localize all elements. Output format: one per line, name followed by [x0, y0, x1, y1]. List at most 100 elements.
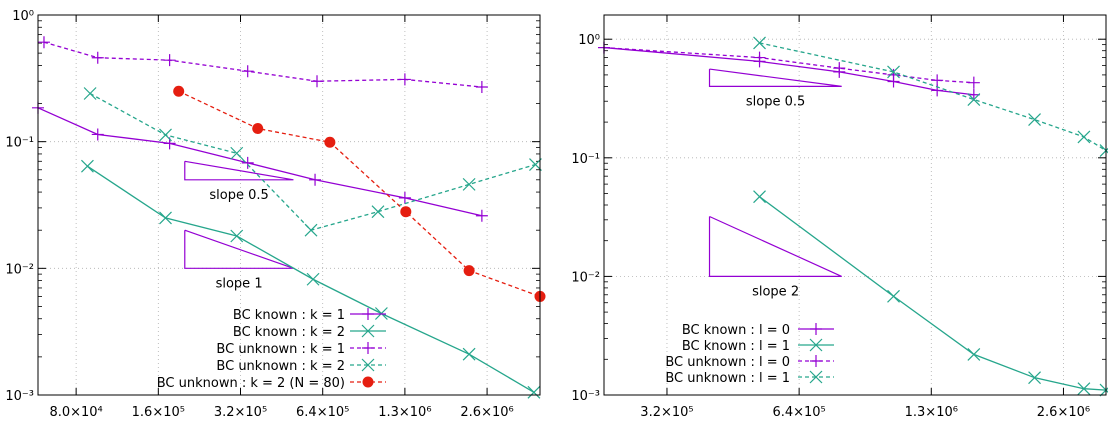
series-2 — [759, 196, 1106, 391]
data-point — [230, 229, 244, 243]
data-point — [833, 62, 846, 75]
legend-label: BC known : k = 1 — [233, 308, 345, 323]
data-point — [967, 93, 981, 106]
data-point — [1099, 144, 1108, 158]
data-point — [887, 65, 900, 79]
series-line — [604, 46, 974, 84]
data-point — [463, 265, 475, 277]
series-1 — [604, 46, 974, 96]
series-line — [759, 42, 1106, 152]
data-point — [887, 68, 900, 81]
legend-label: BC unknown : k = 1 — [216, 342, 345, 357]
data-point — [967, 76, 980, 89]
legend-label: BC known : l = 0 — [682, 323, 790, 338]
data-point — [1028, 371, 1041, 385]
x-tick-label: 1.6×10⁵ — [132, 405, 185, 420]
y-tick-label: 10⁻³ — [571, 389, 600, 404]
data-point — [400, 206, 412, 218]
data-point — [159, 128, 172, 142]
data-point — [810, 355, 822, 367]
slope-label: slope 2 — [752, 284, 799, 299]
data-point — [398, 191, 411, 204]
data-point — [809, 370, 823, 384]
data-point — [1077, 382, 1091, 396]
data-point — [252, 123, 264, 135]
data-point — [398, 73, 411, 86]
legend-label: BC known : l = 1 — [682, 339, 790, 354]
legend-label: BC unknown : l = 0 — [665, 355, 790, 370]
series-line — [759, 196, 1106, 391]
data-point — [173, 85, 185, 97]
y-tick-label: 10⁻² — [5, 262, 34, 277]
data-point — [81, 159, 94, 173]
data-point — [371, 205, 385, 219]
data-point — [362, 376, 374, 388]
data-point — [887, 289, 900, 303]
data-point — [91, 128, 104, 141]
data-point — [475, 81, 488, 94]
data-point — [37, 36, 50, 49]
slope-triangle — [184, 160, 294, 181]
data-point — [163, 54, 176, 67]
slope-triangle — [184, 229, 294, 269]
data-point — [475, 209, 488, 222]
data-point — [361, 324, 375, 338]
data-point — [304, 223, 318, 237]
slope-triangle — [708, 215, 842, 278]
data-point — [462, 347, 476, 361]
x-tick-label: 1.3×10⁶ — [905, 405, 958, 420]
x-tick-label: 8.0×10⁴ — [49, 405, 102, 420]
data-point — [1028, 113, 1041, 127]
series-4 — [759, 42, 1106, 152]
data-point — [159, 211, 172, 225]
plot-frame — [603, 14, 1107, 396]
data-point — [809, 338, 823, 352]
x-tick-label: 2.6×10⁶ — [1037, 405, 1090, 420]
y-tick-label: 10⁻¹ — [5, 136, 34, 151]
y-tick-label: 10⁻³ — [5, 389, 34, 404]
slope-label: slope 1 — [216, 276, 263, 291]
data-point — [83, 87, 97, 100]
series-5 — [178, 90, 540, 298]
data-point — [306, 272, 320, 286]
series-line — [89, 92, 536, 231]
x-tick-label: 2.6×10⁶ — [460, 405, 513, 420]
data-point — [753, 51, 766, 64]
series-line — [43, 41, 482, 88]
plot-frame — [37, 14, 541, 396]
x-tick-label: 6.4×10⁵ — [296, 405, 349, 420]
x-tick-label: 3.2×10⁵ — [214, 405, 267, 420]
legend-label: BC unknown : k = 2 — [216, 359, 345, 374]
data-point — [324, 136, 336, 148]
legend-label: BC known : k = 2 — [233, 325, 345, 340]
data-point — [753, 190, 766, 204]
series-line — [604, 46, 974, 96]
data-point — [931, 74, 944, 87]
data-point — [462, 177, 476, 191]
data-point — [1077, 130, 1091, 144]
slope-label: slope 0.5 — [746, 94, 805, 109]
data-point — [529, 158, 542, 171]
data-point — [527, 385, 541, 399]
data-point — [810, 323, 822, 335]
series-4 — [89, 92, 536, 231]
y-tick-label: 10⁰ — [12, 9, 34, 24]
data-point — [753, 36, 766, 50]
x-tick-label: 1.3×10⁶ — [378, 405, 431, 420]
data-point — [309, 173, 322, 186]
series-line — [178, 90, 540, 298]
legend-label: BC unknown : l = 1 — [665, 371, 790, 386]
x-tick-label: 6.4×10⁵ — [772, 405, 825, 420]
data-point — [241, 156, 254, 169]
x-tick-label: 3.2×10⁵ — [640, 405, 693, 420]
data-point — [361, 358, 375, 372]
series-3 — [604, 46, 974, 84]
data-point — [230, 146, 244, 160]
data-point — [362, 308, 374, 320]
slope-triangle — [708, 68, 842, 88]
slope-label: slope 0.5 — [209, 188, 268, 203]
y-tick-label: 10⁻² — [571, 270, 600, 285]
y-tick-label: 10⁰ — [578, 33, 600, 48]
right-chart: 3.2×10⁵ 6.4×10⁵ 1.3×10⁶ 2.6×10⁶ 10⁻³ 10⁻² 10⁻¹… — [571, 14, 1108, 420]
